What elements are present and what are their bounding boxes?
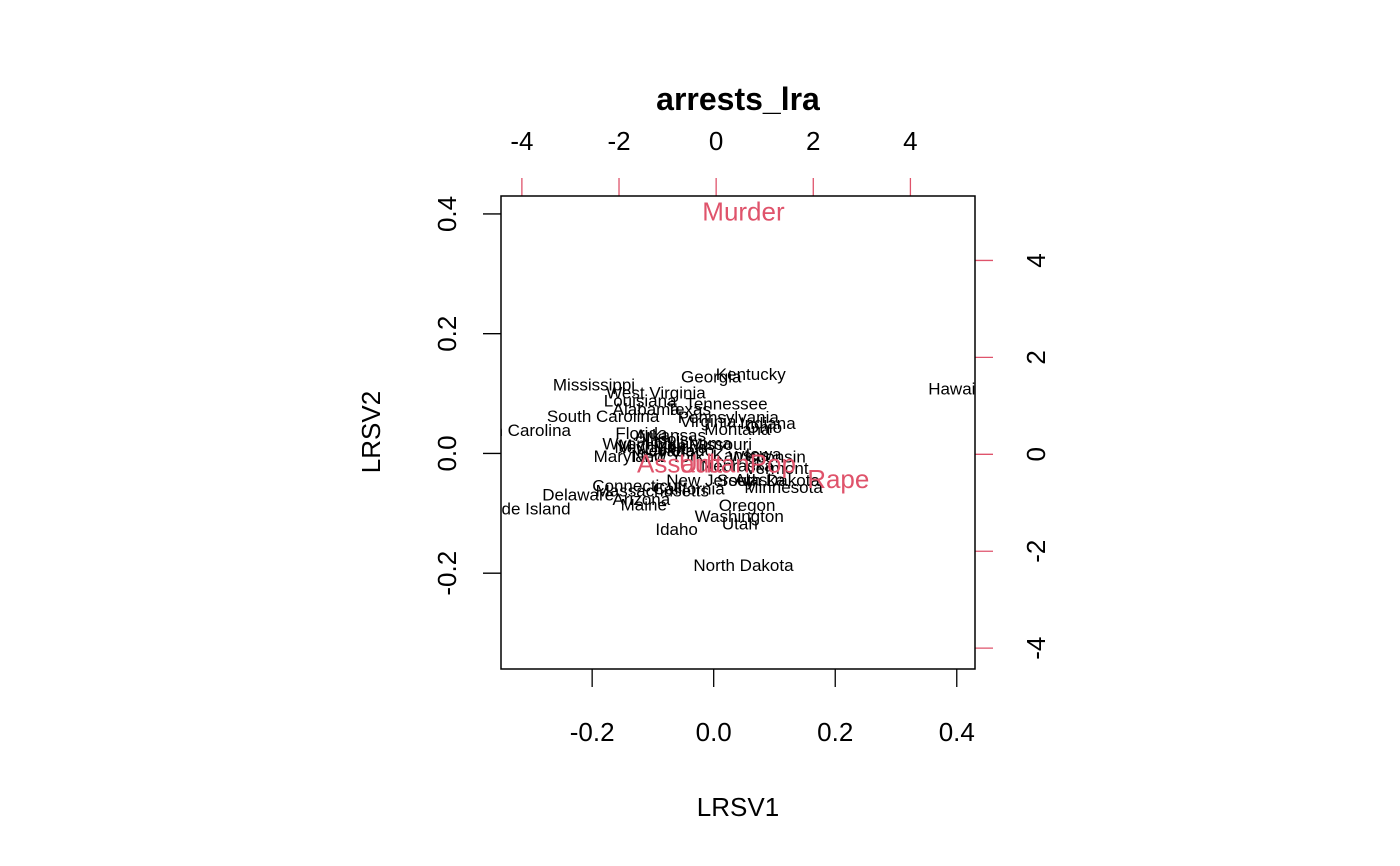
point-label: Iowa bbox=[746, 445, 782, 464]
top-tick-label: -4 bbox=[510, 126, 533, 156]
point-label: Maryland bbox=[594, 447, 664, 466]
point-label: Wyoming bbox=[602, 434, 673, 453]
point-label: Minnesota bbox=[744, 478, 823, 497]
variable-label: Murder bbox=[702, 197, 785, 227]
point-label: New Mexico bbox=[615, 438, 708, 457]
right-tick-label: 4 bbox=[1021, 253, 1051, 267]
right-tick-label: -2 bbox=[1021, 540, 1051, 563]
top-tick-label: 4 bbox=[903, 126, 917, 156]
right-tick-label: -4 bbox=[1021, 637, 1051, 660]
point-label: Oklahoma bbox=[654, 434, 732, 453]
point-label: South Carolina bbox=[547, 407, 660, 426]
point-label: North Carolina bbox=[461, 421, 571, 440]
point-label: Massachusetts bbox=[596, 482, 709, 501]
y-tick-label: 0.0 bbox=[432, 435, 462, 471]
point-label: Hawaii bbox=[928, 379, 979, 398]
point-label: Colorado bbox=[645, 441, 714, 460]
point-label: Maine bbox=[621, 495, 667, 514]
point-label: California bbox=[653, 479, 725, 498]
point-label: Ohio bbox=[746, 418, 782, 437]
point-label: Texas bbox=[667, 400, 711, 419]
variable-label: UrbanPop bbox=[679, 449, 796, 479]
point-label: Washington bbox=[695, 507, 784, 526]
point-label: Illinois bbox=[641, 430, 688, 449]
chart-title: arrests_lra bbox=[656, 81, 820, 117]
point-label: Louisiana bbox=[604, 391, 677, 410]
point-label: Mississippi bbox=[553, 376, 635, 395]
point-label: New York bbox=[632, 447, 704, 466]
point-label: Alabama bbox=[613, 400, 681, 419]
x-tick-label: 0.4 bbox=[939, 717, 975, 747]
point-label: Utah bbox=[722, 515, 758, 534]
x-tick-label: 0.0 bbox=[696, 717, 732, 747]
point-label: Rhode Island bbox=[470, 500, 570, 519]
point-label: Indiana bbox=[740, 414, 796, 433]
y-axis-label: LRSV2 bbox=[356, 391, 386, 473]
point-label: Virginia bbox=[680, 412, 737, 431]
point-label: Tennessee bbox=[685, 394, 767, 413]
x-tick-label: -0.2 bbox=[570, 717, 615, 747]
top-tick-label: 2 bbox=[806, 126, 820, 156]
point-label: New Jersey bbox=[666, 471, 755, 490]
point-label: South Dakota bbox=[717, 471, 821, 490]
point-label: Alaska bbox=[734, 470, 786, 489]
y-tick-label: 0.2 bbox=[432, 316, 462, 352]
point-label: Delaware bbox=[542, 485, 614, 504]
top-tick-label: 0 bbox=[709, 126, 723, 156]
point-label: Pennsylvania bbox=[678, 408, 780, 427]
point-label: Georgia bbox=[681, 367, 742, 386]
point-label: Kentucky bbox=[716, 365, 786, 384]
point-label: Nevada bbox=[636, 442, 695, 461]
right-tick-label: 2 bbox=[1021, 350, 1051, 364]
point-label: West Virginia bbox=[606, 383, 706, 402]
variable-label: Assault bbox=[637, 449, 723, 479]
point-label: Oregon bbox=[719, 496, 776, 515]
point-label: Montana bbox=[704, 420, 771, 439]
top-tick-label: -2 bbox=[607, 126, 630, 156]
variable-label: Rape bbox=[807, 464, 869, 494]
right-tick-label: 0 bbox=[1021, 447, 1051, 461]
point-label: Idaho bbox=[655, 520, 698, 539]
point-label: Florida bbox=[615, 424, 668, 443]
point-label: Kansas bbox=[713, 446, 770, 465]
point-label: North Dakota bbox=[693, 556, 794, 575]
y-tick-label: -0.2 bbox=[432, 551, 462, 596]
x-tick-label: 0.2 bbox=[817, 717, 853, 747]
point-label: Nebraska bbox=[701, 457, 774, 476]
y-tick-label: 0.4 bbox=[432, 196, 462, 232]
point-label: Connecticut bbox=[592, 476, 682, 495]
point-label: Michigan bbox=[618, 436, 686, 455]
point-label: Vermont bbox=[745, 459, 809, 478]
point-label: Arizona bbox=[613, 490, 671, 509]
point-label: Missouri bbox=[689, 435, 752, 454]
point-label: Arkansas bbox=[635, 426, 706, 445]
x-axis-label: LRSV1 bbox=[697, 792, 779, 822]
axes-group: -0.2 0.0 0.2 0.4 -0.2 0.0 0.2 0.4 -4 -2 0 2 4 -4 -2 0 2 4 bbox=[432, 126, 1051, 747]
point-label: Wisconsin bbox=[728, 448, 805, 467]
plot-frame bbox=[500, 195, 976, 670]
